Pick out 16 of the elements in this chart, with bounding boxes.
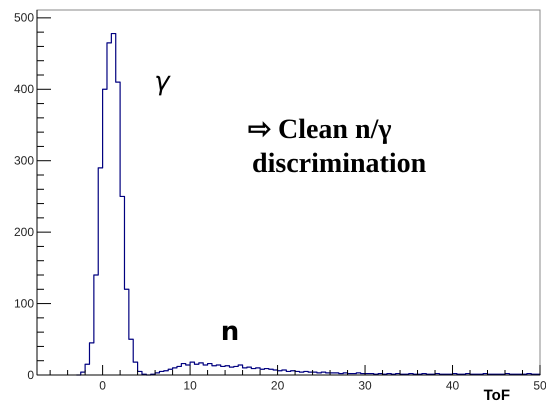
y-tick-label: 400 [14,82,34,96]
y-tick-label: 200 [14,224,34,239]
annotation: n [220,317,240,347]
y-tick-label: 300 [14,154,34,168]
y-tick-label: 0 [27,368,34,382]
x-tick-label: 10 [183,378,198,393]
x-tick-label: 50 [533,378,546,393]
annotation: γ [154,67,172,97]
x-axis-title: ToF [484,387,510,403]
y-tick-label: 500 [14,10,34,25]
x-tick-label: 0 [99,378,106,393]
x-tick-label: 20 [270,378,285,393]
annotation: ⇨ Clean n/γ discrimination [248,114,427,179]
x-tick-label: 30 [358,378,372,393]
y-tick-label: 100 [14,296,34,310]
x-tick-label: 40 [446,378,460,393]
